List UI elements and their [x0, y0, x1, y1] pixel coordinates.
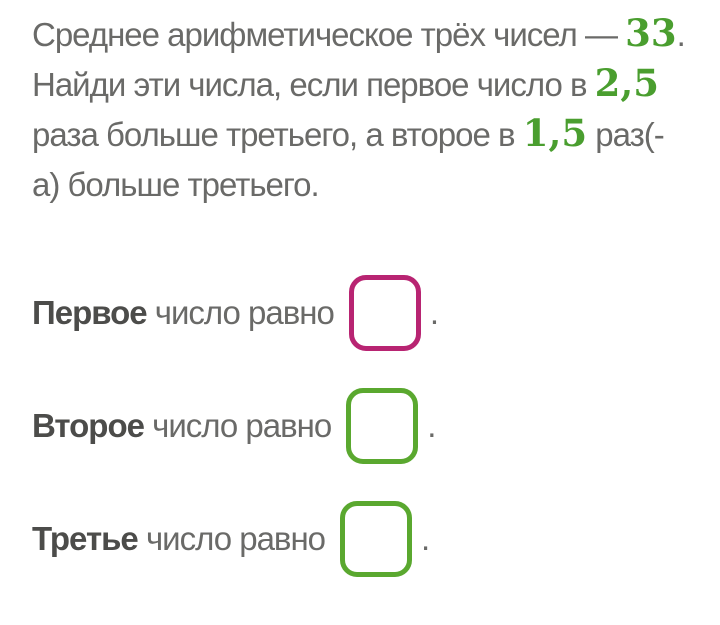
answer-label-bold: Второе: [32, 407, 145, 444]
answer-row-second: Второе число равно .: [32, 388, 720, 464]
problem-line-3: раза больше третьего, а второе в 1,5 раз…: [32, 109, 720, 159]
problem-text: а) больше третьего.: [32, 166, 320, 203]
sentence-period: .: [427, 407, 437, 444]
highlighted-number: 33: [625, 11, 677, 55]
highlighted-number: 2,5: [594, 61, 660, 105]
first-number-input[interactable]: [348, 275, 421, 351]
answer-label-bold: Первое: [32, 294, 148, 331]
problem-statement: Среднее арифметическое трёх чисел — 33. …: [32, 9, 720, 209]
answer-label-bold: Третье: [32, 520, 139, 557]
answer-label-rest: число равно: [146, 294, 335, 331]
answers-section: Первое число равно . Второе число равно …: [32, 275, 720, 577]
problem-line-1: Среднее арифметическое трёх чисел — 33.: [32, 9, 720, 59]
highlighted-number: 1,5: [522, 111, 588, 155]
second-number-input[interactable]: [346, 388, 419, 464]
problem-text: раз(-: [587, 116, 664, 153]
answer-row-first: Первое число равно .: [32, 275, 720, 351]
sentence-period: .: [429, 294, 440, 331]
problem-line-2: Найди эти числа, если первое число в 2,5: [32, 59, 720, 109]
problem-text: Среднее арифметическое трёх чисел —: [32, 16, 626, 53]
problem-text: раза больше третьего, а второе в: [32, 116, 523, 153]
answer-label-rest: число равно: [143, 407, 332, 444]
answer-label-rest: число равно: [137, 520, 326, 557]
problem-line-4: а) больше третьего.: [32, 159, 720, 209]
problem-text: .: [676, 16, 686, 53]
answer-label: Третье число равно: [32, 520, 326, 558]
sentence-period: .: [421, 520, 431, 557]
answer-label: Второе число равно: [32, 407, 332, 445]
problem-text: Найди эти числа, если первое число в: [32, 66, 595, 103]
answer-label: Первое число равно: [32, 294, 335, 332]
answer-row-third: Третье число равно .: [32, 501, 720, 577]
third-number-input[interactable]: [340, 501, 413, 577]
